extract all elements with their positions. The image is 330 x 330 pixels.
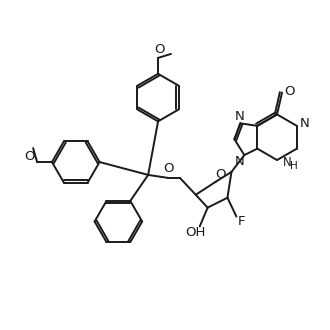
Text: N: N	[235, 110, 244, 123]
Text: O: O	[24, 149, 34, 163]
Text: N: N	[300, 117, 310, 130]
Text: O: O	[285, 85, 295, 98]
Text: O: O	[154, 44, 164, 56]
Text: O: O	[215, 168, 226, 182]
Text: O: O	[164, 162, 174, 176]
Text: N: N	[235, 154, 244, 168]
Text: F: F	[238, 215, 245, 228]
Text: N: N	[282, 155, 291, 169]
Text: OH: OH	[185, 226, 206, 239]
Text: H: H	[290, 161, 298, 171]
